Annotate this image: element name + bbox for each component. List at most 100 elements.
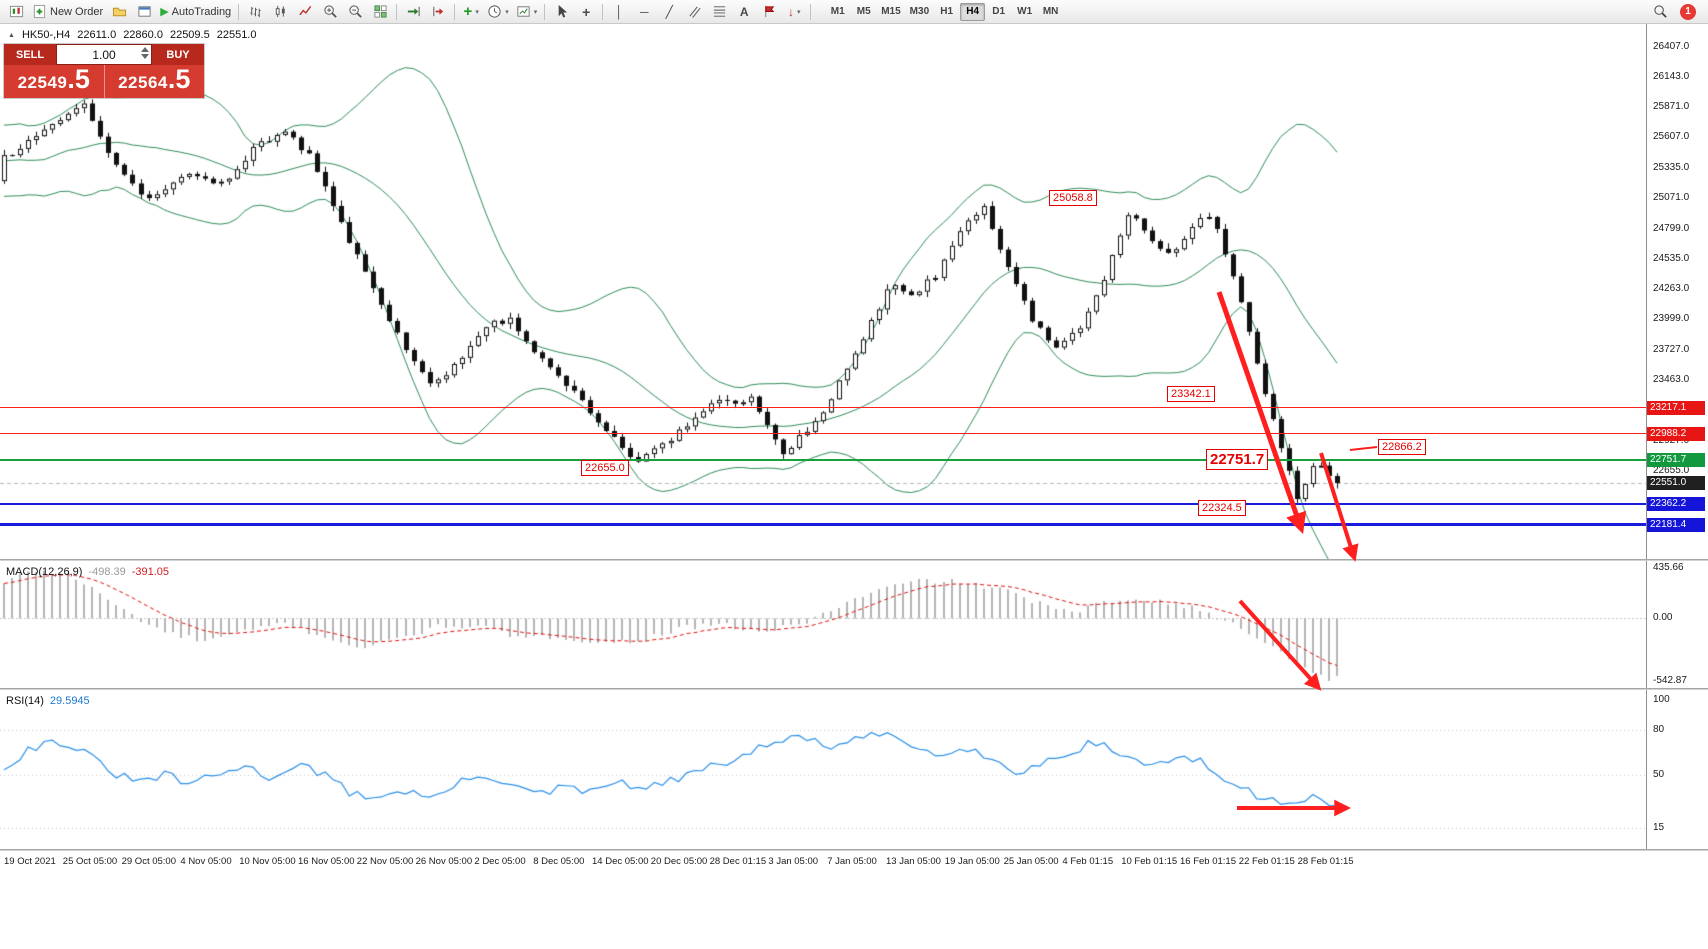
new-order-icon bbox=[33, 4, 46, 19]
rsi-indicator-canvas[interactable] bbox=[0, 690, 1646, 849]
templates-icon bbox=[517, 6, 530, 17]
navigator-button[interactable] bbox=[132, 2, 156, 22]
zoom-out-button[interactable] bbox=[343, 2, 367, 22]
chart-symbol: HK50-,H4 bbox=[21, 29, 71, 41]
price-grid-label: 26143.0 bbox=[1653, 70, 1690, 82]
timeframe-button-m15[interactable]: M15 bbox=[881, 6, 901, 17]
timeframe-button-h1[interactable]: H1 bbox=[940, 6, 954, 17]
rsi-axis-label: 100 bbox=[1653, 694, 1670, 705]
new-chart-icon bbox=[9, 5, 23, 18]
timeframe-button-m1[interactable]: M1 bbox=[830, 6, 845, 17]
spinner-down-icon[interactable] bbox=[141, 54, 149, 59]
notification-badge[interactable]: 1 bbox=[1680, 3, 1696, 20]
profiles-button[interactable] bbox=[107, 2, 131, 22]
chart-macd-splitter[interactable] bbox=[0, 559, 1708, 561]
text-label-tool-button[interactable] bbox=[757, 2, 781, 22]
price-grid-label: 22655.0 bbox=[1653, 465, 1690, 477]
macd-indicator-canvas[interactable] bbox=[0, 561, 1646, 688]
timeframe-button-mn[interactable]: MN bbox=[1042, 6, 1059, 17]
toolbar-separator bbox=[396, 3, 398, 20]
indicators-button[interactable]: + ▾ bbox=[459, 2, 483, 22]
zoom-out-icon bbox=[349, 5, 362, 18]
crosshair-button[interactable]: + bbox=[574, 2, 598, 22]
crosshair-icon: + bbox=[582, 3, 591, 20]
trendline-tool-button[interactable]: ╱ bbox=[657, 2, 681, 22]
timeframe-button-m30[interactable]: M30 bbox=[909, 6, 930, 17]
buy-price-main: 22564 bbox=[118, 73, 168, 92]
templates-button[interactable]: ▾ bbox=[513, 2, 541, 22]
time-axis-label: 10 Nov 05:00 bbox=[239, 856, 296, 867]
horizontal-line-tool-button[interactable]: ─ bbox=[632, 2, 656, 22]
time-axis-label: 19 Oct 2021 bbox=[4, 856, 56, 867]
dropdown-caret-icon: ▾ bbox=[475, 8, 479, 16]
trendline-icon: ╱ bbox=[665, 4, 673, 19]
price-chart-canvas[interactable] bbox=[0, 24, 1646, 559]
chart-shift-button[interactable] bbox=[426, 2, 450, 22]
channel-icon bbox=[689, 6, 701, 18]
macd-rsi-splitter[interactable] bbox=[0, 688, 1708, 690]
price-grid-label: 23463.0 bbox=[1653, 373, 1690, 385]
new-order-button[interactable]: New Order bbox=[29, 2, 106, 22]
timeframe-button-h4[interactable]: H4 bbox=[960, 2, 986, 21]
time-axis[interactable]: 19 Oct 2021 25 Oct 05:00 29 Oct 05:00 4 Nov… bbox=[0, 851, 1708, 875]
volume-value: 1.00 bbox=[92, 47, 116, 62]
fibonacci-tool-button[interactable] bbox=[707, 2, 731, 22]
timeframe-button-m5[interactable]: M5 bbox=[856, 6, 871, 17]
time-axis-label: 14 Dec 05:00 bbox=[592, 856, 649, 867]
periods-clock-icon bbox=[488, 5, 501, 18]
time-axis-label: 29 Oct 05:00 bbox=[121, 856, 176, 867]
price-grid-label: 25335.0 bbox=[1653, 161, 1690, 173]
rsi-timeaxis-splitter[interactable] bbox=[0, 849, 1708, 851]
cursor-icon bbox=[558, 4, 567, 18]
price-grid-label: 24799.0 bbox=[1653, 222, 1690, 234]
sell-price-main: 22549 bbox=[17, 73, 68, 92]
periods-button[interactable]: ▾ bbox=[484, 2, 512, 22]
one-click-collapse-icon[interactable]: ▲ bbox=[8, 31, 15, 39]
sell-price[interactable]: 22549.5 bbox=[4, 65, 105, 98]
line-chart-button[interactable] bbox=[293, 2, 317, 22]
buy-button[interactable]: BUY bbox=[152, 44, 204, 65]
rsi-value: 29.5945 bbox=[49, 695, 90, 707]
buy-price[interactable]: 22564.5 bbox=[105, 65, 205, 98]
price-grid-label: 24535.0 bbox=[1653, 252, 1690, 264]
price-grid-label: 26407.0 bbox=[1653, 40, 1690, 52]
volume-spinner[interactable] bbox=[141, 47, 149, 59]
text-label-icon bbox=[765, 5, 774, 18]
navigator-window-icon bbox=[138, 6, 151, 17]
cursor-button[interactable] bbox=[549, 2, 573, 22]
macd-name: MACD(12,26,9) bbox=[6, 566, 83, 578]
search-button[interactable] bbox=[1648, 2, 1672, 22]
text-tool-button[interactable]: A bbox=[732, 2, 756, 22]
time-axis-label: 3 Jan 05:00 bbox=[768, 856, 819, 867]
time-axis-label: 26 Nov 05:00 bbox=[415, 856, 473, 867]
bar-chart-button[interactable] bbox=[243, 2, 267, 22]
vertical-line-icon: │ bbox=[615, 4, 623, 19]
fibonacci-icon bbox=[713, 6, 725, 17]
time-axis-label: 13 Jan 05:00 bbox=[886, 856, 941, 867]
price-tag-22362.2: 22362.2 bbox=[1647, 497, 1705, 512]
time-axis-label: 28 Dec 01:15 bbox=[709, 856, 767, 867]
macd-axis-label: 435.66 bbox=[1653, 562, 1684, 573]
price-axis[interactable]: 26407.0 26143.0 25871.0 25607.0 25335.0 25071… bbox=[1646, 24, 1708, 851]
arrows-tool-button[interactable]: ↓ ▾ bbox=[782, 2, 806, 22]
new-chart-button[interactable] bbox=[4, 2, 28, 22]
toolbar-separator bbox=[544, 3, 546, 20]
candlestick-chart-button[interactable] bbox=[268, 2, 292, 22]
horizontal-lines-layer bbox=[0, 24, 1646, 559]
auto-scroll-button[interactable] bbox=[401, 2, 425, 22]
timeframe-button-w1[interactable]: W1 bbox=[1017, 6, 1033, 17]
toolbar-separator bbox=[810, 3, 812, 20]
autotrading-button[interactable]: ▶ AutoTrading bbox=[157, 2, 234, 22]
zoom-in-button[interactable] bbox=[318, 2, 342, 22]
volume-input[interactable]: 1.00 bbox=[56, 44, 152, 65]
spinner-up-icon[interactable] bbox=[141, 47, 149, 52]
sell-button[interactable]: SELL bbox=[4, 44, 56, 65]
time-axis-label: 22 Feb 01:15 bbox=[1238, 856, 1295, 867]
timeframe-button-d1[interactable]: D1 bbox=[992, 6, 1006, 17]
time-axis-label: 19 Jan 05:00 bbox=[944, 856, 1000, 867]
time-axis-label: 22 Nov 05:00 bbox=[356, 856, 414, 867]
vertical-line-tool-button[interactable]: │ bbox=[607, 2, 631, 22]
tile-windows-button[interactable] bbox=[368, 2, 392, 22]
macd-label: MACD(12,26,9) -498.39 -391.05 bbox=[6, 566, 169, 578]
channel-tool-button[interactable] bbox=[682, 2, 706, 22]
